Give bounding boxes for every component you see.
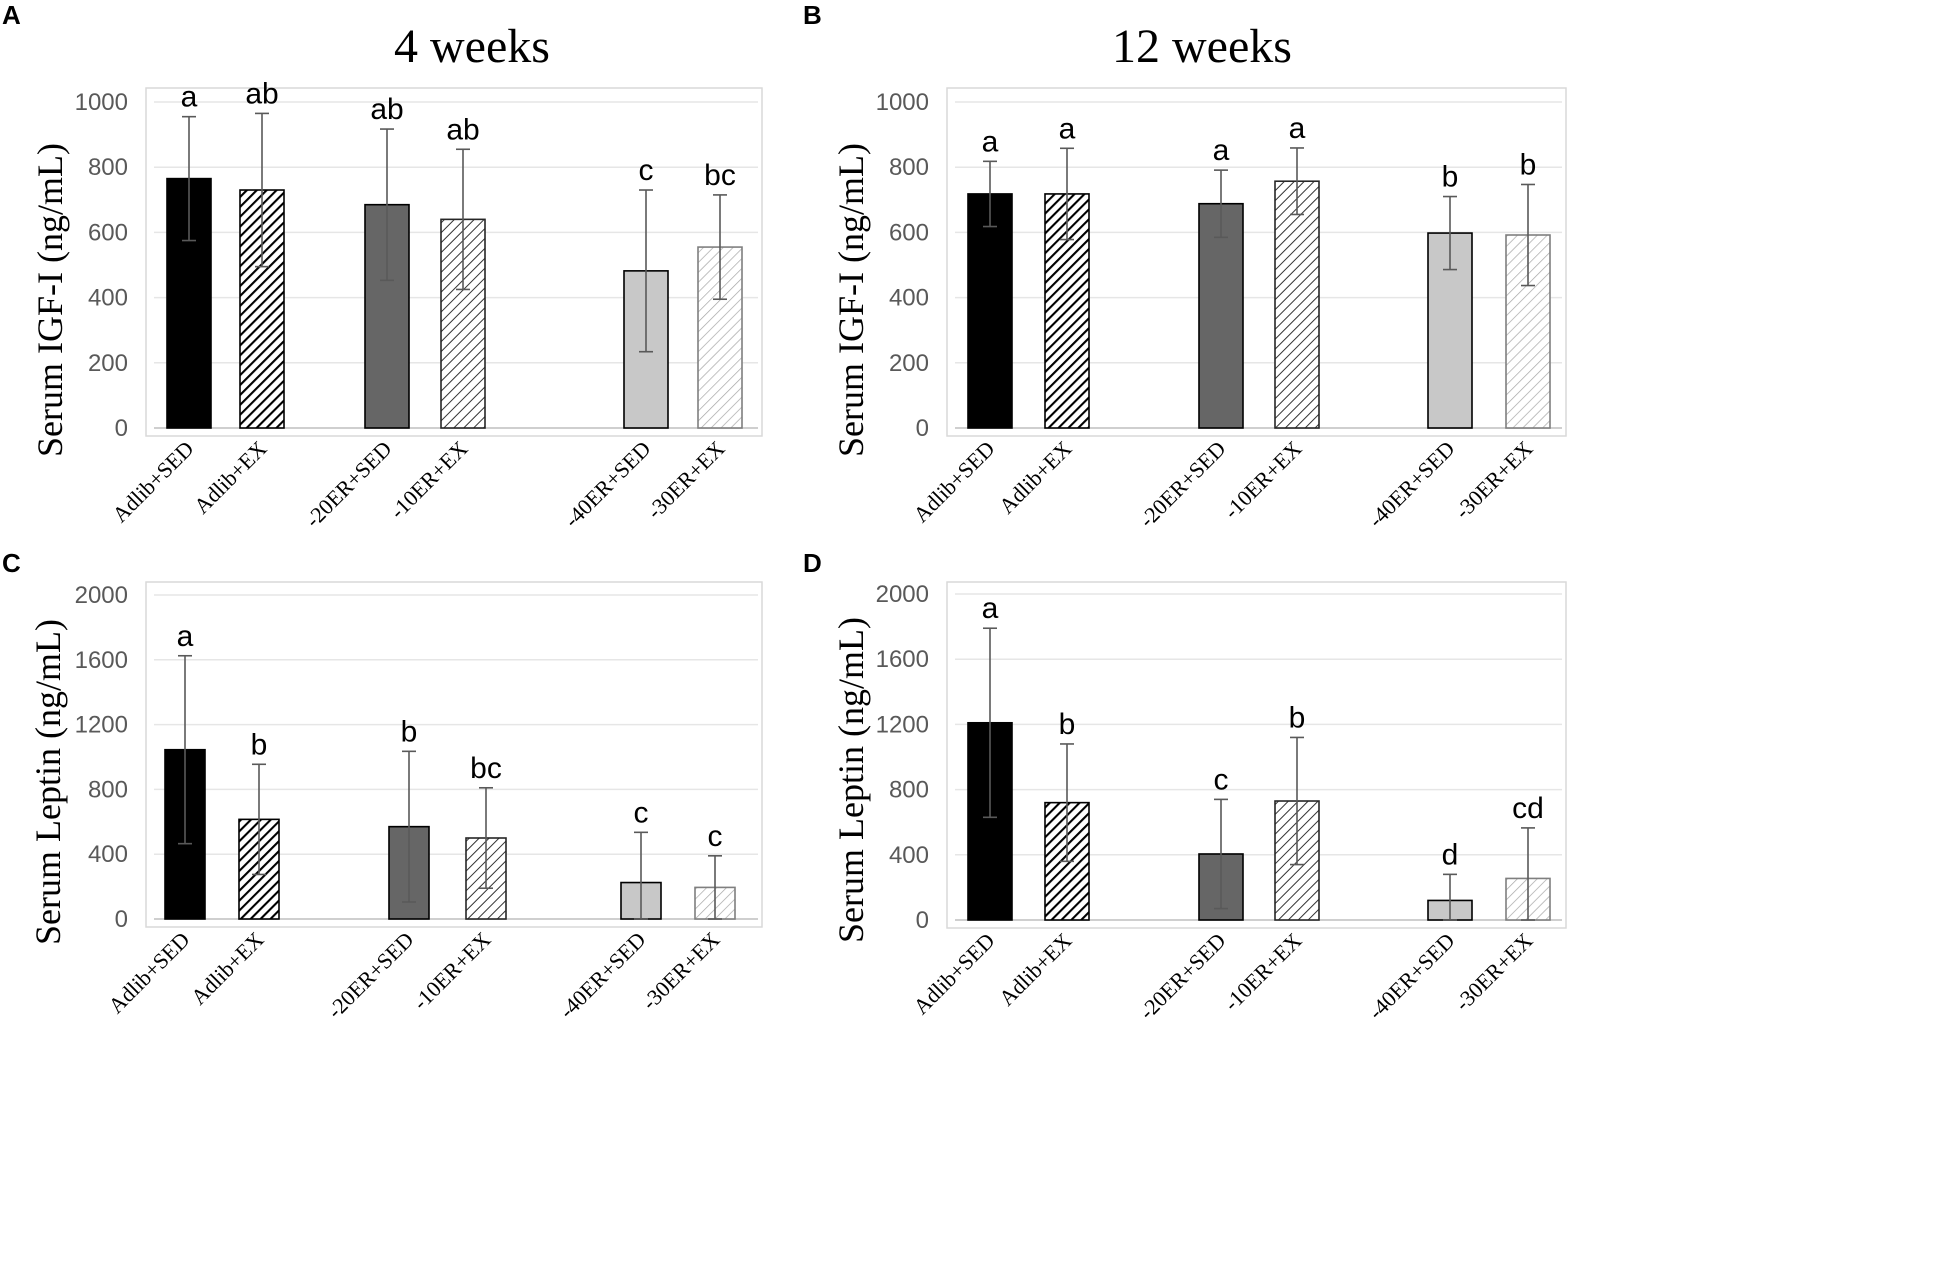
y-axis-title: Serum Leptin (ng/mL): [831, 617, 871, 943]
x-category-label: -20ER+SED: [300, 436, 396, 532]
bar-10er-ex: [1274, 180, 1320, 429]
x-category-label: -10ER+EX: [408, 927, 496, 1015]
y-tick-label: 600: [889, 219, 929, 246]
plot-frame: [946, 87, 1567, 437]
y-tick-label: 800: [889, 154, 929, 181]
plot-frame: [946, 581, 1567, 929]
y-tick-label: 1200: [75, 712, 128, 739]
significance-label: c: [1214, 763, 1229, 796]
y-tick-label: 1000: [75, 89, 128, 116]
significance-label: bc: [704, 159, 736, 192]
panel-letter: A: [2, 0, 21, 30]
y-tick-label: 800: [88, 154, 128, 181]
chart-title: 12 weeks: [1112, 20, 1292, 73]
significance-label: c: [634, 796, 649, 829]
y-tick-label: 1600: [75, 647, 128, 674]
significance-label: ab: [370, 93, 403, 126]
significance-label: b: [1520, 148, 1537, 181]
y-tick-label: 0: [115, 906, 128, 933]
y-tick-label: 400: [889, 285, 929, 312]
y-tick-label: 800: [889, 777, 929, 804]
significance-label: a: [982, 125, 999, 158]
significance-label: d: [1442, 838, 1459, 871]
y-axis-title: Serum Leptin (ng/mL): [28, 619, 68, 945]
significance-label: b: [401, 715, 418, 748]
y-axis-title: Serum IGF-I (ng/mL): [831, 143, 871, 457]
significance-label: b: [1442, 161, 1459, 194]
significance-label: b: [251, 728, 268, 761]
significance-label: c: [708, 820, 723, 853]
significance-label: ab: [245, 77, 278, 110]
x-category-label: -10ER+EX: [1219, 928, 1307, 1016]
y-tick-label: 0: [916, 907, 929, 934]
y-tick-label: 400: [88, 285, 128, 312]
x-category-label: -30ER+EX: [642, 436, 730, 524]
panel-letter: D: [803, 548, 822, 578]
plot-frame: [145, 87, 763, 437]
y-axis-title: Serum IGF-I (ng/mL): [30, 143, 70, 457]
y-tick-label: 400: [88, 841, 128, 868]
x-category-label: -30ER+EX: [637, 927, 725, 1015]
y-tick-label: 0: [916, 415, 929, 442]
bar-20er-sed: [1198, 202, 1244, 429]
significance-label: a: [177, 620, 194, 653]
chart-panel-b: 0 200 400 600 800 1000 a Adlib+SED a Adlib+EX a -20…: [803, 0, 1567, 532]
panel-letter: C: [2, 548, 21, 578]
x-category-label: Adlib+SED: [908, 436, 999, 527]
x-category-label: -30ER+EX: [1450, 928, 1538, 1016]
significance-label: c: [639, 154, 654, 187]
bar-adlib-sed: [967, 193, 1013, 429]
y-tick-label: 400: [889, 842, 929, 869]
x-category-label: -30ER+EX: [1450, 436, 1538, 524]
x-category-label: Adlib+EX: [994, 928, 1077, 1011]
x-category-label: -40ER+SED: [559, 436, 655, 532]
significance-label: ab: [446, 113, 479, 146]
chart-panel-d: 0 400 800 1200 1600 2000 a Adlib+SED b Adlib+EX c -…: [803, 548, 1567, 1024]
x-category-label: Adlib+SED: [103, 927, 194, 1018]
x-category-label: -20ER+SED: [1134, 436, 1230, 532]
significance-label: a: [181, 81, 198, 114]
y-tick-label: 2000: [876, 581, 929, 608]
y-tick-label: 0: [115, 415, 128, 442]
x-category-label: -10ER+EX: [1219, 436, 1307, 524]
chart-panel-c: 0 400 800 1200 1600 2000 a Adlib+SED b Adlib+EX b -…: [2, 548, 763, 1023]
y-tick-label: 200: [88, 350, 128, 377]
significance-label: a: [1059, 112, 1076, 145]
x-category-label: Adlib+SED: [908, 928, 999, 1019]
significance-label: bc: [470, 752, 502, 785]
x-category-label: -40ER+SED: [1363, 436, 1459, 532]
x-category-label: -40ER+SED: [554, 927, 650, 1023]
significance-label: b: [1289, 701, 1306, 734]
x-category-label: Adlib+SED: [107, 436, 198, 527]
x-category-label: -40ER+SED: [1363, 928, 1459, 1024]
significance-label: a: [1289, 112, 1306, 145]
y-tick-label: 1200: [876, 711, 929, 738]
significance-label: cd: [1512, 792, 1544, 825]
chart-panel-a: 0 200 400 600 800 1000 a Adlib+SED ab Adlib+EX ab -…: [2, 0, 763, 532]
x-category-label: -10ER+EX: [385, 436, 473, 524]
x-category-label: Adlib+EX: [189, 436, 272, 519]
chart-title: 4 weeks: [394, 20, 550, 73]
significance-label: b: [1059, 708, 1076, 741]
y-tick-label: 1600: [876, 646, 929, 673]
y-tick-label: 600: [88, 219, 128, 246]
x-category-label: -20ER+SED: [322, 927, 418, 1023]
x-category-label: -20ER+SED: [1134, 928, 1230, 1024]
y-tick-label: 1000: [876, 89, 929, 116]
panel-letter: B: [803, 0, 822, 30]
significance-label: a: [1213, 134, 1230, 167]
significance-label: a: [982, 592, 999, 625]
y-tick-label: 800: [88, 776, 128, 803]
x-category-label: Adlib+EX: [186, 927, 269, 1010]
y-tick-label: 2000: [75, 582, 128, 609]
y-tick-label: 200: [889, 350, 929, 377]
x-category-label: Adlib+EX: [994, 436, 1077, 519]
plot-frame: [145, 581, 763, 928]
